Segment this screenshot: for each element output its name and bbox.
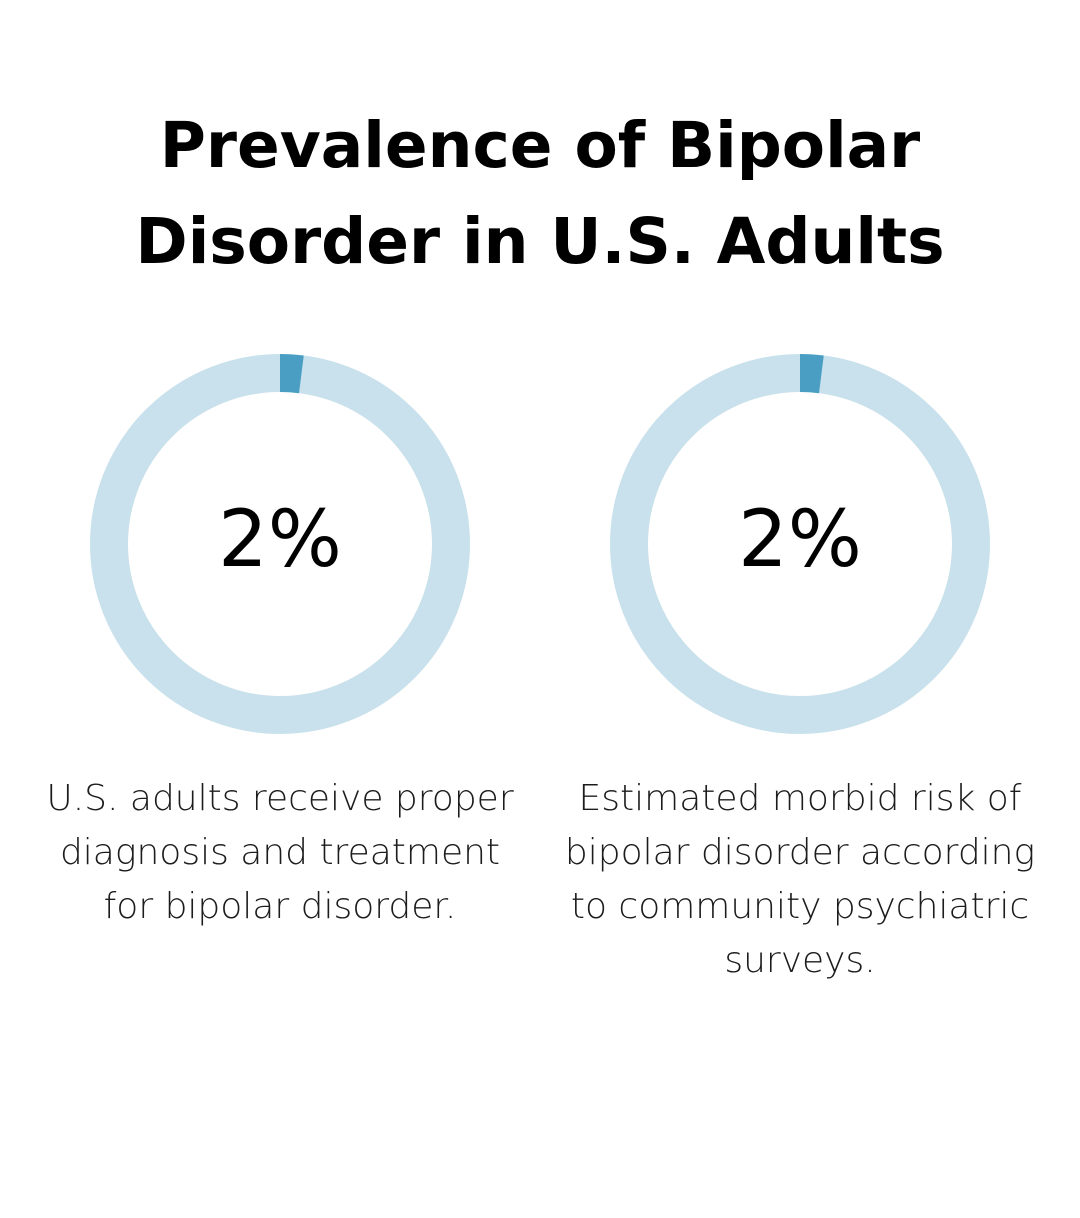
donut-svg (610, 354, 990, 734)
donut-chart (610, 354, 990, 734)
stat-value: 2% (218, 495, 342, 585)
stat-value: 2% (738, 495, 862, 585)
donut-svg (90, 354, 470, 734)
stat-caption: U.S. adults receive proper diagnosis and… (46, 778, 514, 927)
donut-value-arc (90, 354, 470, 734)
stat-caption: Estimated morbid risk of bipolar disorde… (564, 778, 1036, 981)
page-title: Prevalence of Bipolar Disorder in U.S. A… (135, 109, 945, 278)
donut-chart (90, 354, 470, 734)
donut-value-arc (610, 354, 990, 734)
